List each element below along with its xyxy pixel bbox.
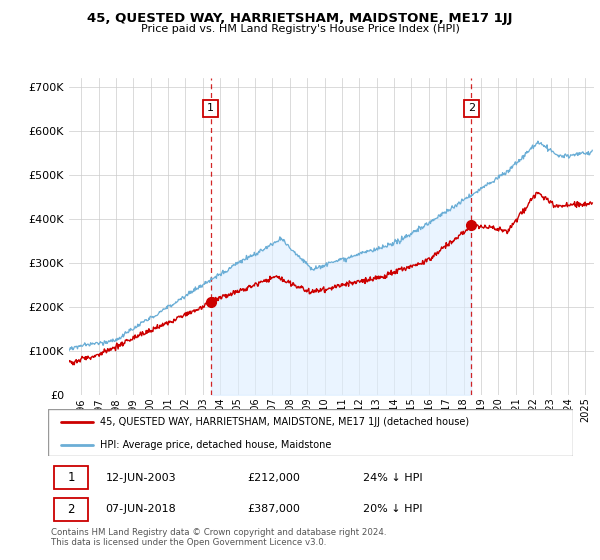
Text: Price paid vs. HM Land Registry's House Price Index (HPI): Price paid vs. HM Land Registry's House … bbox=[140, 24, 460, 34]
Text: £212,000: £212,000 bbox=[248, 473, 301, 483]
Text: 1: 1 bbox=[207, 104, 214, 114]
Text: £387,000: £387,000 bbox=[248, 504, 301, 514]
Text: HPI: Average price, detached house, Maidstone: HPI: Average price, detached house, Maid… bbox=[101, 440, 332, 450]
Text: 45, QUESTED WAY, HARRIETSHAM, MAIDSTONE, ME17 1JJ (detached house): 45, QUESTED WAY, HARRIETSHAM, MAIDSTONE,… bbox=[101, 417, 470, 427]
Text: 1: 1 bbox=[68, 471, 75, 484]
FancyBboxPatch shape bbox=[54, 498, 88, 521]
Text: 2: 2 bbox=[68, 502, 75, 516]
Text: 20% ↓ HPI: 20% ↓ HPI bbox=[363, 504, 422, 514]
FancyBboxPatch shape bbox=[48, 409, 573, 456]
Text: 2: 2 bbox=[468, 104, 475, 114]
Text: 12-JUN-2003: 12-JUN-2003 bbox=[106, 473, 176, 483]
Text: 24% ↓ HPI: 24% ↓ HPI bbox=[363, 473, 422, 483]
Text: 45, QUESTED WAY, HARRIETSHAM, MAIDSTONE, ME17 1JJ: 45, QUESTED WAY, HARRIETSHAM, MAIDSTONE,… bbox=[87, 12, 513, 25]
Text: 07-JUN-2018: 07-JUN-2018 bbox=[106, 504, 176, 514]
Text: Contains HM Land Registry data © Crown copyright and database right 2024.
This d: Contains HM Land Registry data © Crown c… bbox=[51, 528, 386, 547]
FancyBboxPatch shape bbox=[54, 466, 88, 489]
